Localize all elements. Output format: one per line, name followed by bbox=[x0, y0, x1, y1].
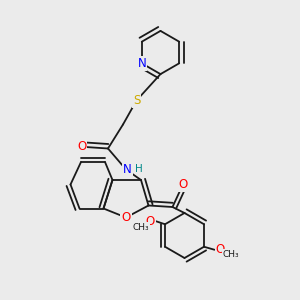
Text: CH₃: CH₃ bbox=[133, 223, 149, 232]
Text: N: N bbox=[137, 57, 146, 70]
Text: O: O bbox=[122, 211, 130, 224]
Text: O: O bbox=[178, 178, 188, 191]
Text: O: O bbox=[146, 215, 154, 228]
Text: O: O bbox=[77, 140, 86, 154]
Text: N: N bbox=[123, 163, 132, 176]
Text: CH₃: CH₃ bbox=[223, 250, 239, 259]
Text: S: S bbox=[133, 94, 140, 107]
Text: H: H bbox=[135, 164, 142, 175]
Text: O: O bbox=[216, 243, 225, 256]
